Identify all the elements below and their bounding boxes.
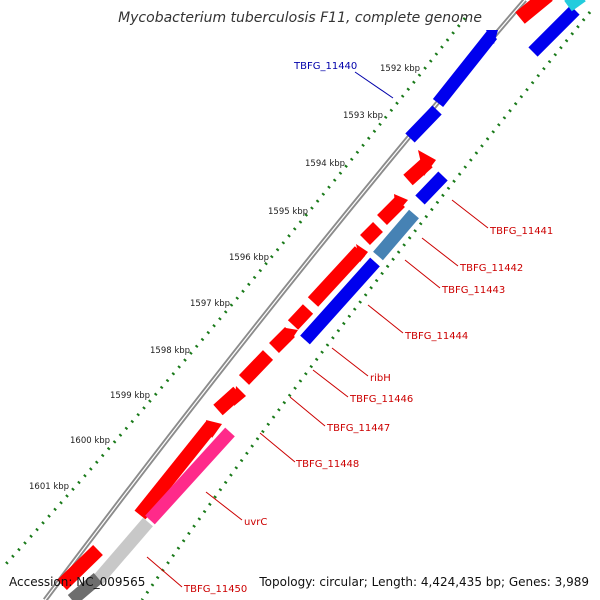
pseudo-gene xyxy=(373,209,419,261)
outer-strand-arrowheads xyxy=(206,150,436,438)
gene-arrow xyxy=(269,327,295,353)
gene-label: TBFG_11448 xyxy=(295,459,359,470)
gene-arrow xyxy=(238,350,274,385)
gene-arrow xyxy=(57,544,103,591)
gene-label: TBFG_11443 xyxy=(441,285,505,296)
kbp-label: 1599 kbp xyxy=(110,391,150,401)
gene-arrow xyxy=(432,30,498,108)
gene-arrow xyxy=(415,171,448,205)
gene-arrow xyxy=(360,222,383,245)
gene-label: TBFG_11446 xyxy=(349,394,413,405)
gene-label: TBFG_11441 xyxy=(489,226,553,237)
kbp-label: 1592 kbp xyxy=(380,64,420,74)
gene-arrow xyxy=(134,420,218,520)
gene-arrow xyxy=(515,0,553,24)
gene-label: ribH xyxy=(370,373,391,384)
gene-arrow xyxy=(307,246,366,307)
kbp-tick-labels: 1592 kbp 1593 kbp 1594 kbp 1595 kbp 1596… xyxy=(29,64,420,492)
kbp-label: 1593 kbp xyxy=(343,111,383,121)
kbp-label: 1594 kbp xyxy=(305,159,345,169)
gene-arrow xyxy=(564,0,586,12)
uvrC-gene xyxy=(145,427,235,525)
outer-tick-ring xyxy=(3,17,467,567)
kbp-label: 1600 kbp xyxy=(70,436,110,446)
inner-strand-genes xyxy=(300,0,586,345)
gene-label: uvrC xyxy=(244,517,267,528)
kbp-label: 1596 kbp xyxy=(229,253,269,263)
map-title: Mycobacterium tuberculosis F11, complete… xyxy=(118,10,482,26)
gene-arrow xyxy=(405,105,442,143)
gene-label: TBFG_11440 xyxy=(293,61,357,72)
grey-segment xyxy=(93,517,153,585)
kbp-label: 1598 kbp xyxy=(150,346,190,356)
gene-label: TBFG_11450 xyxy=(183,584,247,595)
topology-text: Topology: circular; Length: 4,424,435 bp… xyxy=(258,575,589,589)
kbp-label: 1597 kbp xyxy=(190,299,230,309)
gene-arrow xyxy=(213,386,243,416)
grey-segment-dark xyxy=(67,573,103,600)
outer-strand-genes xyxy=(57,0,553,591)
gene-arrow xyxy=(300,257,380,345)
inner-strand-arrowhead xyxy=(486,30,498,44)
kbp-label: 1595 kbp xyxy=(268,207,308,217)
gene-label: TBFG_11444 xyxy=(404,331,468,342)
accession-text: Accession: NC_009565 xyxy=(9,575,145,589)
gene-labels: TBFG_11440 TBFG_11441 TBFG_11442 TBFG_11… xyxy=(183,61,553,595)
gene-label: TBFG_11442 xyxy=(459,263,523,274)
gene-label: TBFG_11447 xyxy=(326,423,390,434)
gene-arrow xyxy=(528,5,580,57)
gene-arrow xyxy=(287,304,314,330)
kbp-label: 1601 kbp xyxy=(29,482,69,492)
leader-lines xyxy=(146,71,489,588)
